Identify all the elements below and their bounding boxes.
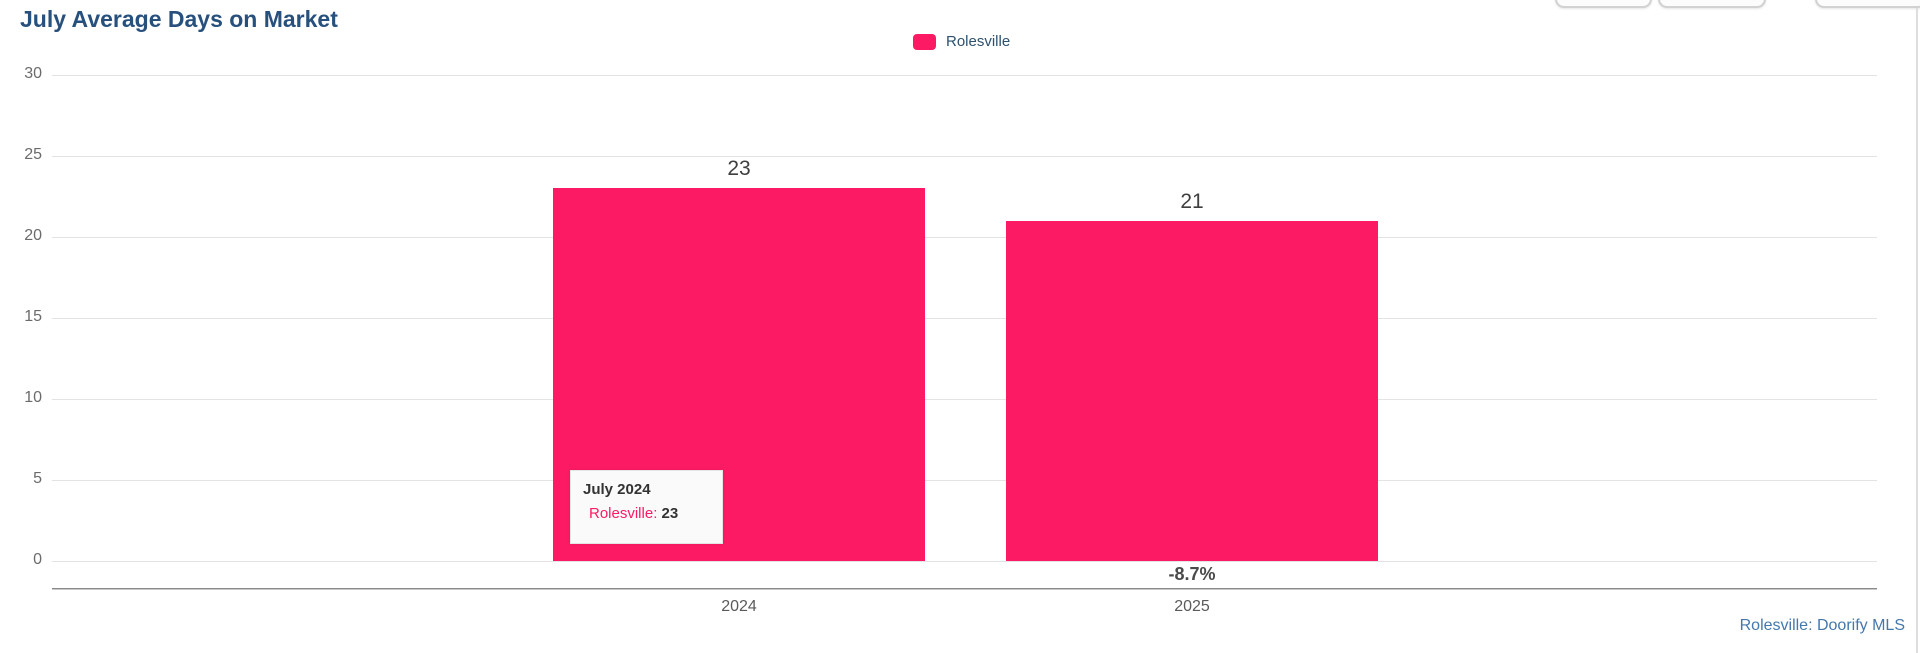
y-axis-label-15: 15: [24, 308, 42, 325]
change-annotation: -8.7%: [1168, 564, 1216, 584]
chart-tooltip: July 2024 Rolesville: 23: [570, 470, 723, 544]
bar-2025[interactable]: 21: [1006, 190, 1378, 561]
y-axis-label-30: 30: [24, 65, 42, 82]
bar-value-label: 23: [727, 157, 751, 180]
clipped-toolbar-button-3[interactable]: [1815, 0, 1920, 8]
x-axis-label-2025: 2025: [1174, 598, 1210, 615]
y-axis-label-20: 20: [24, 227, 42, 244]
gridline-15: [52, 318, 1877, 319]
gridline-25: [52, 156, 1877, 157]
clipped-toolbar-button-2[interactable]: [1658, 0, 1766, 8]
tooltip-row: Rolesville: 23: [583, 505, 710, 522]
tooltip-series-label: Rolesville:: [589, 505, 658, 522]
y-axis-label-10: 10: [24, 389, 42, 406]
gridline-20: [52, 237, 1877, 238]
right-panel-divider: [1916, 8, 1918, 653]
tooltip-title: July 2024: [583, 481, 651, 498]
y-axis-label-25: 25: [24, 146, 42, 163]
gridline-0: [52, 561, 1877, 562]
bar-value-label: 21: [1180, 190, 1204, 213]
tooltip-value: 23: [661, 505, 679, 522]
legend-item-rolesville[interactable]: Rolesville: [913, 33, 1010, 50]
gridline-10: [52, 399, 1877, 400]
x-axis-line: [52, 588, 1877, 590]
page-title: July Average Days on Market: [20, 6, 338, 32]
y-axis-label-5: 5: [33, 470, 42, 487]
legend-swatch-icon: [913, 33, 936, 50]
source-attribution: Rolesville: Doorify MLS: [1739, 617, 1905, 634]
clipped-toolbar-button-1[interactable]: [1555, 0, 1652, 8]
x-axis-label-2024: 2024: [721, 598, 757, 615]
y-axis-label-0: 0: [33, 551, 42, 568]
gridline-30: [52, 75, 1877, 76]
legend-item-label: Rolesville: [946, 33, 1011, 50]
gridline-5: [52, 480, 1877, 481]
